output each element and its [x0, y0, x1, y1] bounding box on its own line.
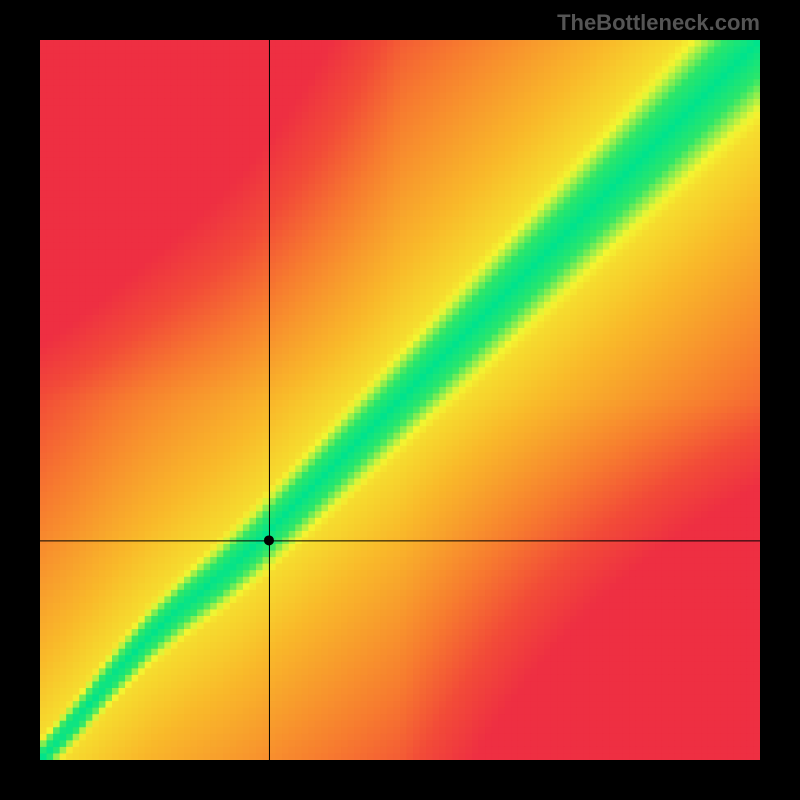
- bottleneck-heatmap: [40, 40, 760, 760]
- chart-container: TheBottleneck.com: [0, 0, 800, 800]
- watermark-text: TheBottleneck.com: [557, 10, 760, 36]
